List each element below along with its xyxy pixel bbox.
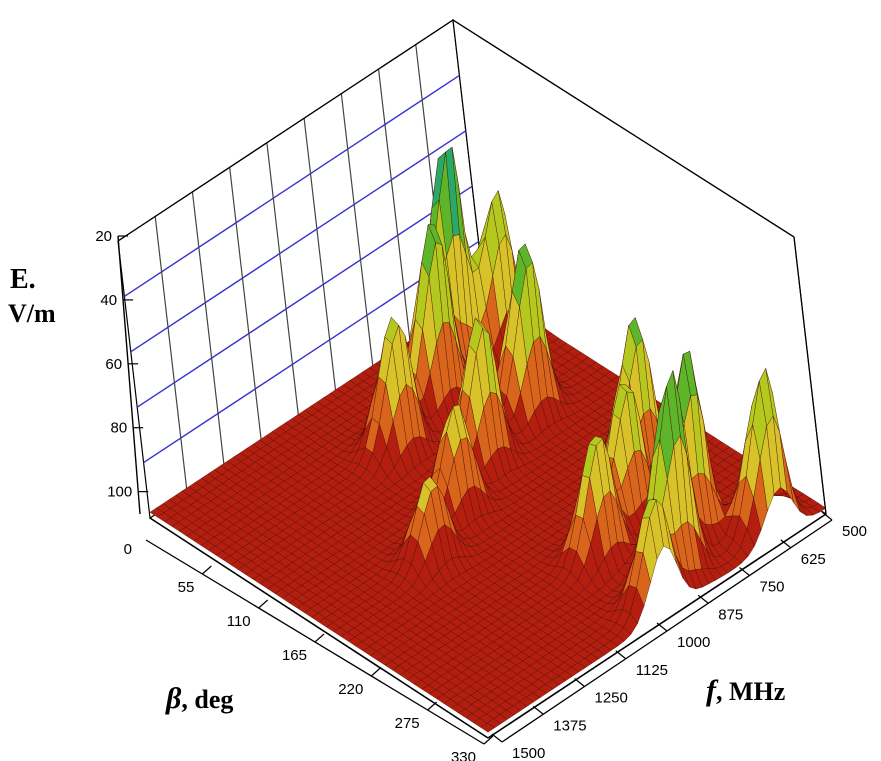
wall-gridline	[377, 69, 412, 347]
wall-gridline	[136, 185, 473, 408]
beta-axis-label: β, deg	[165, 682, 233, 715]
z-tick-label: 20	[95, 228, 112, 245]
wall-gridline	[191, 191, 226, 469]
box-edge	[149, 517, 489, 739]
freq-tick-label: 1125	[636, 662, 668, 679]
z-axis-label-line2: V/m	[8, 299, 56, 328]
freq-tick-mark	[656, 622, 668, 632]
freq-tick-mark	[739, 567, 750, 576]
beta-tick-label: 110	[227, 613, 251, 630]
beta-tick-mark	[427, 701, 438, 711]
freq-tick-mark	[780, 539, 792, 549]
wall-gridline	[154, 216, 188, 494]
freq-tick-mark	[491, 733, 503, 743]
wall-gridline	[124, 74, 460, 297]
wall-gridline	[266, 142, 300, 420]
z-axis-label-line1: E.	[10, 264, 36, 295]
z-tick-label: 60	[105, 356, 122, 373]
beta-tick-mark	[483, 735, 494, 745]
surface-patch	[480, 722, 495, 733]
box-edge	[452, 19, 795, 238]
beta-tick-mark	[370, 667, 381, 677]
z-tick-label: 40	[100, 292, 117, 309]
beta-axis-unit: , deg	[181, 685, 233, 714]
bounding-box	[117, 19, 827, 739]
beta-tick-label: 220	[338, 681, 363, 698]
freq-tick-label: 1500	[512, 745, 545, 761]
freq-axis-ticks: 500 625 750 875 1000 1125 1250 1375 1500	[491, 511, 867, 761]
freq-axis-unit: , MHz	[716, 677, 785, 706]
wall-gridline	[229, 167, 263, 445]
beta-tick-mark	[314, 633, 325, 643]
z-axis-line	[117, 235, 141, 515]
z-axis-ticks: 20 40 60 80 100 0	[95, 228, 149, 558]
beta-tick-mark	[258, 599, 269, 609]
surface-mesh	[149, 146, 827, 733]
beta-tick-label: 330	[451, 749, 476, 761]
box-edge	[487, 513, 827, 739]
beta-tick-label: 165	[282, 647, 307, 664]
freq-tick-mark	[574, 678, 585, 687]
freq-tick-label: 1250	[595, 690, 628, 707]
beta-axis-symbol: β	[165, 682, 182, 715]
freq-tick-mark	[615, 650, 627, 660]
freq-tick-label: 1375	[553, 717, 586, 734]
box-edge	[117, 19, 454, 242]
freq-tick-label: 875	[718, 606, 743, 623]
freq-axis-label: f, MHz	[706, 674, 785, 707]
freq-tick-label: 750	[760, 579, 785, 596]
beta-tick-label: 55	[178, 579, 195, 596]
freq-tick-label: 625	[801, 551, 826, 568]
freq-tick-mark	[532, 705, 544, 715]
beta-tick-label: 275	[395, 715, 420, 732]
wall-gridline	[340, 93, 374, 371]
freq-tick-label: 500	[842, 523, 867, 540]
back-walls	[117, 18, 827, 520]
freq-tick-mark	[697, 594, 709, 604]
beta-tick-mark	[201, 565, 212, 575]
z-tick-label: 100	[107, 484, 132, 501]
beta-axis-ticks: 55 110 165 220 275 330	[145, 539, 494, 761]
freq-tick-mark	[821, 511, 833, 521]
z-tick-label: 0	[124, 541, 132, 558]
z-tick-label: 80	[110, 420, 127, 437]
freq-axis-symbol: f	[706, 674, 719, 707]
wall-gridline	[130, 130, 467, 353]
box-edge	[793, 236, 827, 515]
freq-tick-label: 1000	[677, 634, 710, 651]
wall-gridline	[303, 118, 337, 396]
